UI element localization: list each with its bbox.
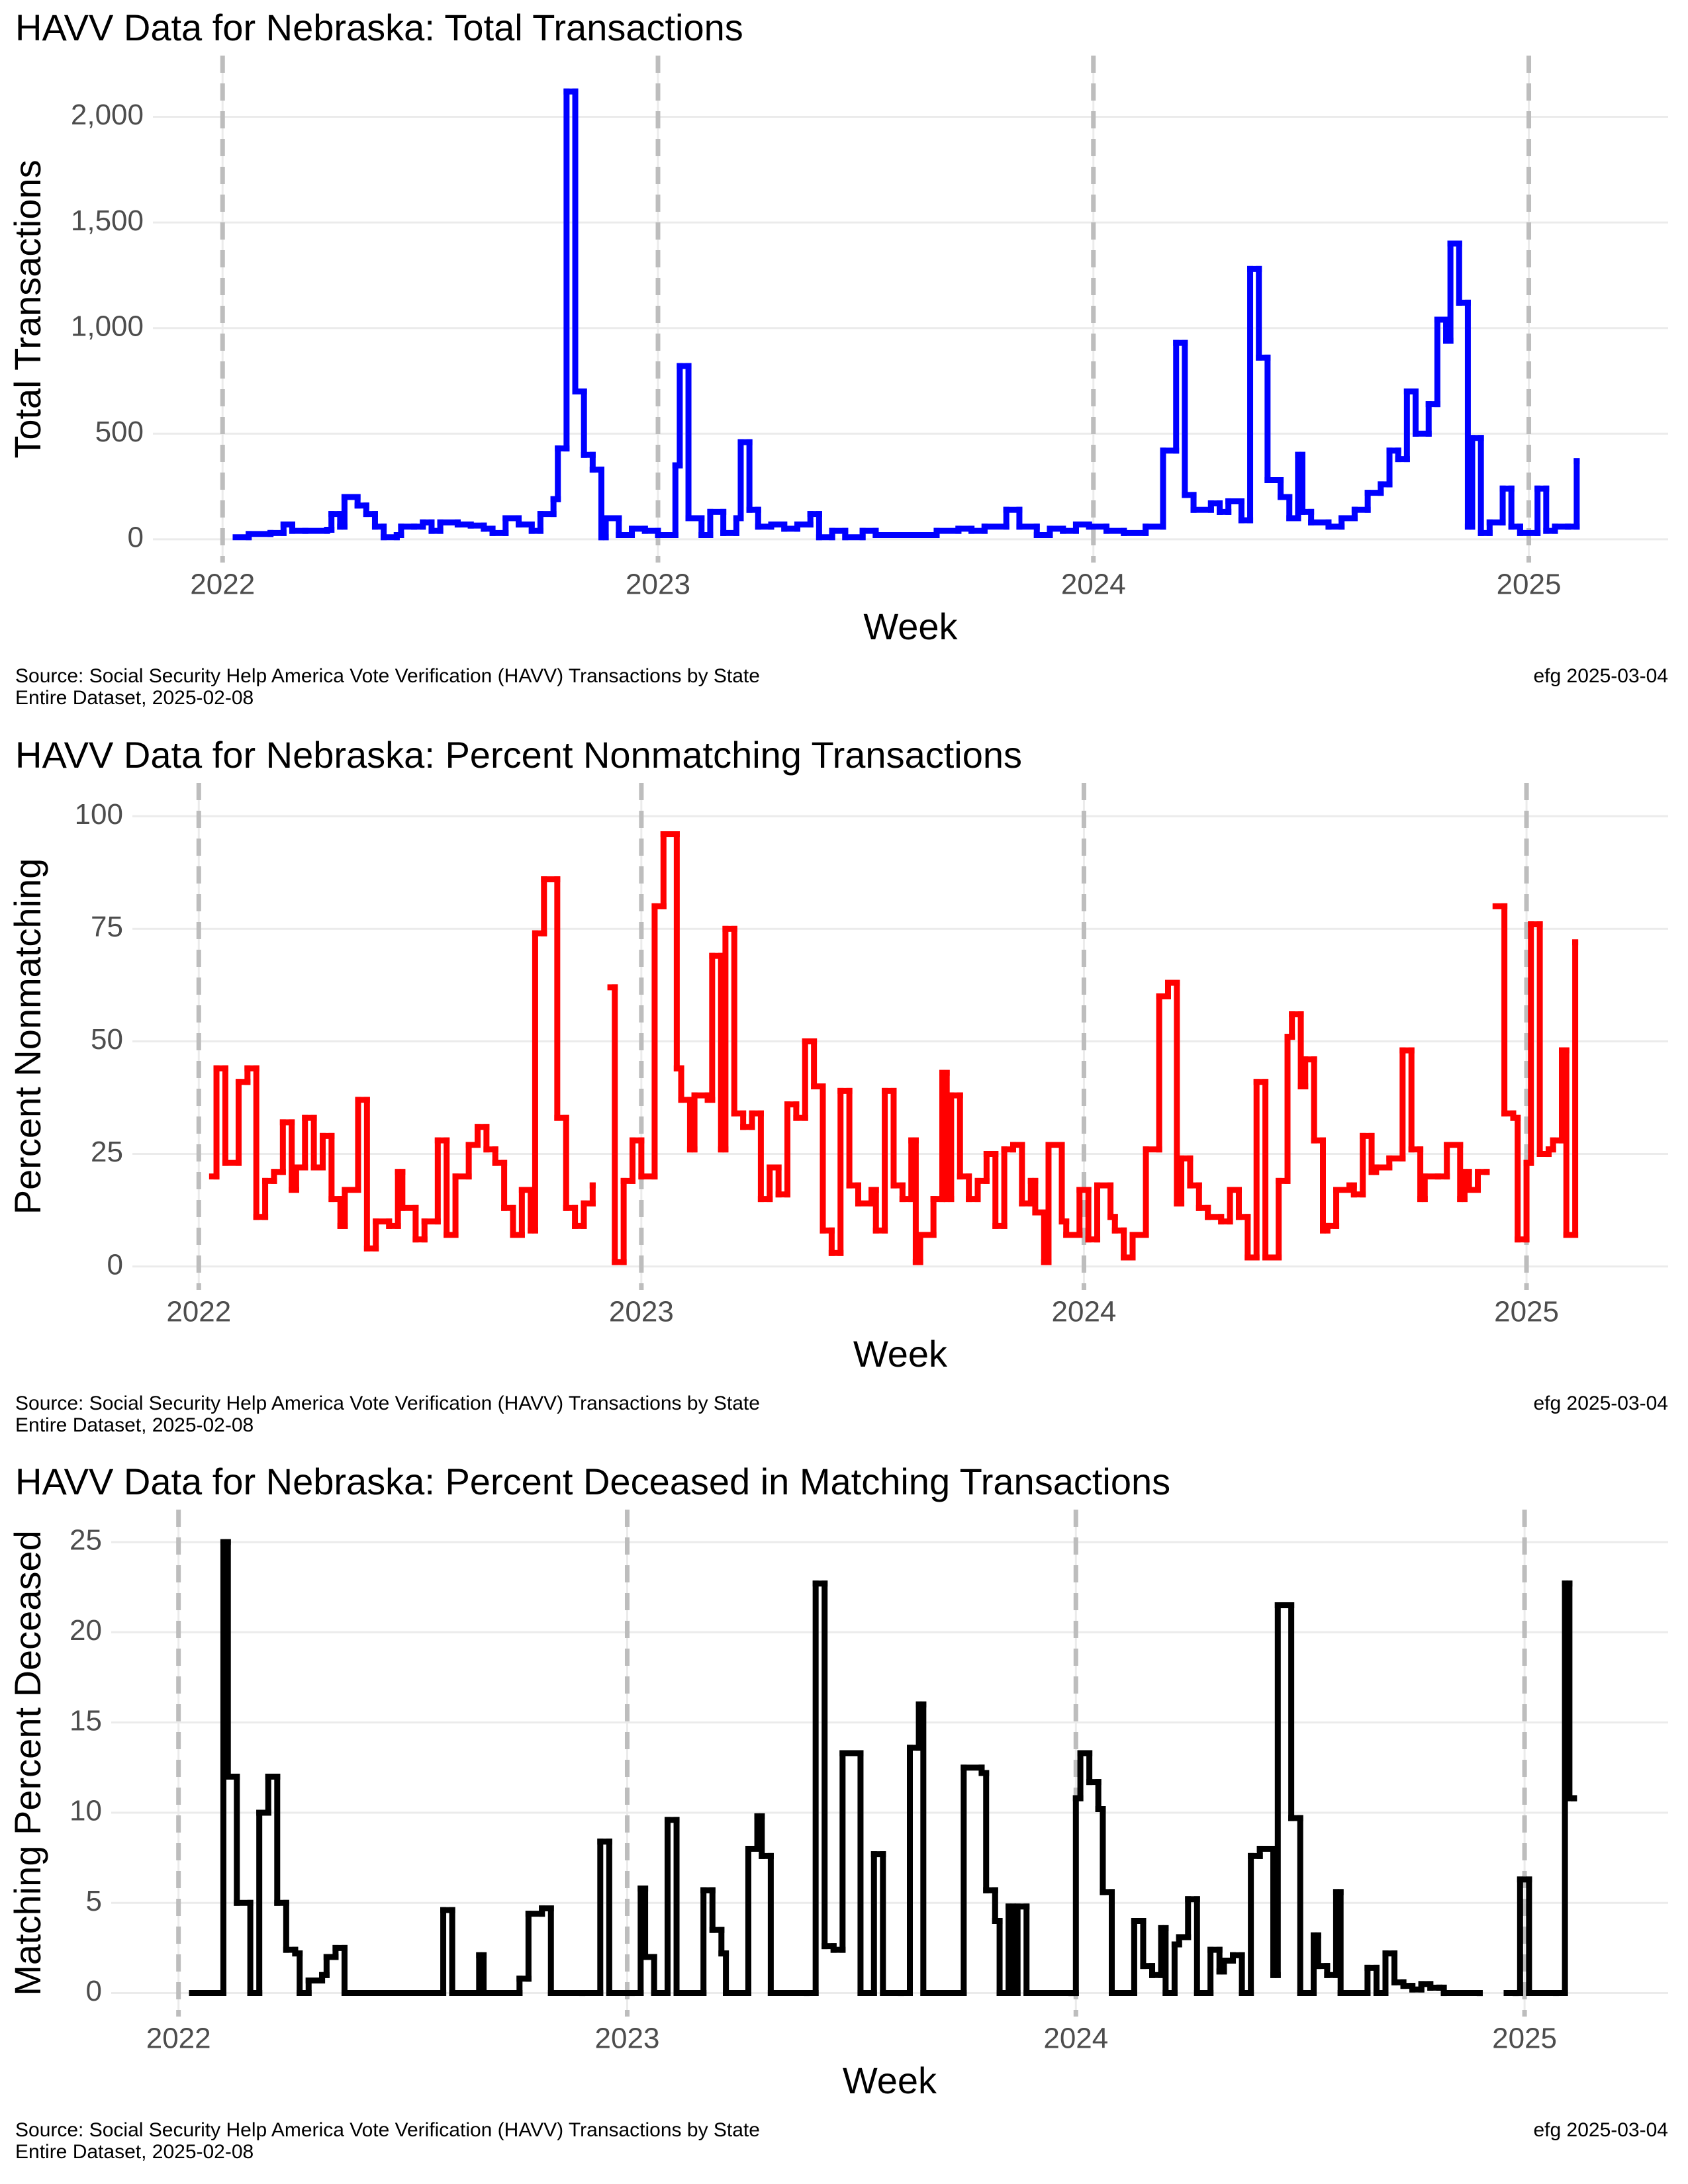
x-tick-label: 2022 <box>146 2023 211 2055</box>
x-tick-label: 2023 <box>609 1296 674 1328</box>
x-tick-label: 2025 <box>1494 1296 1559 1328</box>
y-tick-label: 1,500 <box>71 205 144 237</box>
x-tick-label: 2024 <box>1043 2023 1108 2055</box>
credit-note: efg 2025-03-04 <box>1534 1392 1669 1414</box>
x-axis-title: Week <box>843 2060 937 2101</box>
y-tick-label: 2,000 <box>71 99 144 131</box>
source-note: Source: Social Security Help America Vot… <box>15 665 760 687</box>
x-tick-label: 2024 <box>1052 1296 1117 1328</box>
y-tick-label: 1,000 <box>71 310 144 342</box>
y-tick-label: 25 <box>91 1136 123 1168</box>
x-tick-label: 2023 <box>595 2023 660 2055</box>
chart-title: HAVV Data for Nebraska: Total Transactio… <box>15 7 743 48</box>
panel: HAVV Data for Nebraska: Total Transactio… <box>7 7 1668 709</box>
x-tick-label: 2022 <box>166 1296 231 1328</box>
y-axis-title: Percent Nonmatching <box>7 858 48 1215</box>
x-tick-label: 2025 <box>1492 2023 1557 2055</box>
y-tick-label: 5 <box>86 1885 102 1917</box>
chart-title: HAVV Data for Nebraska: Percent Deceased… <box>15 1461 1170 1502</box>
chart-title: HAVV Data for Nebraska: Percent Nonmatch… <box>15 734 1022 776</box>
y-tick-label: 25 <box>70 1524 102 1557</box>
source-note: Entire Dataset, 2025-02-08 <box>15 1414 254 1436</box>
x-axis-title: Week <box>863 606 958 647</box>
x-axis-title: Week <box>853 1333 948 1375</box>
y-tick-label: 20 <box>70 1614 102 1647</box>
y-tick-label: 50 <box>91 1023 123 1056</box>
y-tick-label: 500 <box>95 416 144 448</box>
source-note: Source: Social Security Help America Vot… <box>15 2119 760 2141</box>
y-tick-label: 0 <box>107 1248 123 1281</box>
panel: HAVV Data for Nebraska: Percent Nonmatch… <box>7 734 1668 1436</box>
credit-note: efg 2025-03-04 <box>1534 2119 1669 2141</box>
source-note: Entire Dataset, 2025-02-08 <box>15 2141 254 2163</box>
x-tick-label: 2024 <box>1061 569 1126 601</box>
y-axis-title: Total Transactions <box>7 159 48 458</box>
source-note: Source: Social Security Help America Vot… <box>15 1392 760 1414</box>
y-tick-label: 15 <box>70 1704 102 1737</box>
source-note: Entire Dataset, 2025-02-08 <box>15 687 254 709</box>
y-tick-label: 100 <box>75 798 123 831</box>
y-axis-title: Matching Percent Deceased <box>7 1530 48 1996</box>
x-tick-label: 2022 <box>190 569 255 601</box>
y-tick-label: 0 <box>128 522 144 554</box>
y-tick-label: 10 <box>70 1795 102 1827</box>
panel: HAVV Data for Nebraska: Percent Deceased… <box>7 1461 1668 2163</box>
x-tick-label: 2025 <box>1497 569 1562 601</box>
x-tick-label: 2023 <box>626 569 690 601</box>
y-tick-label: 75 <box>91 911 123 943</box>
y-tick-label: 0 <box>86 1975 102 2007</box>
credit-note: efg 2025-03-04 <box>1534 665 1669 687</box>
